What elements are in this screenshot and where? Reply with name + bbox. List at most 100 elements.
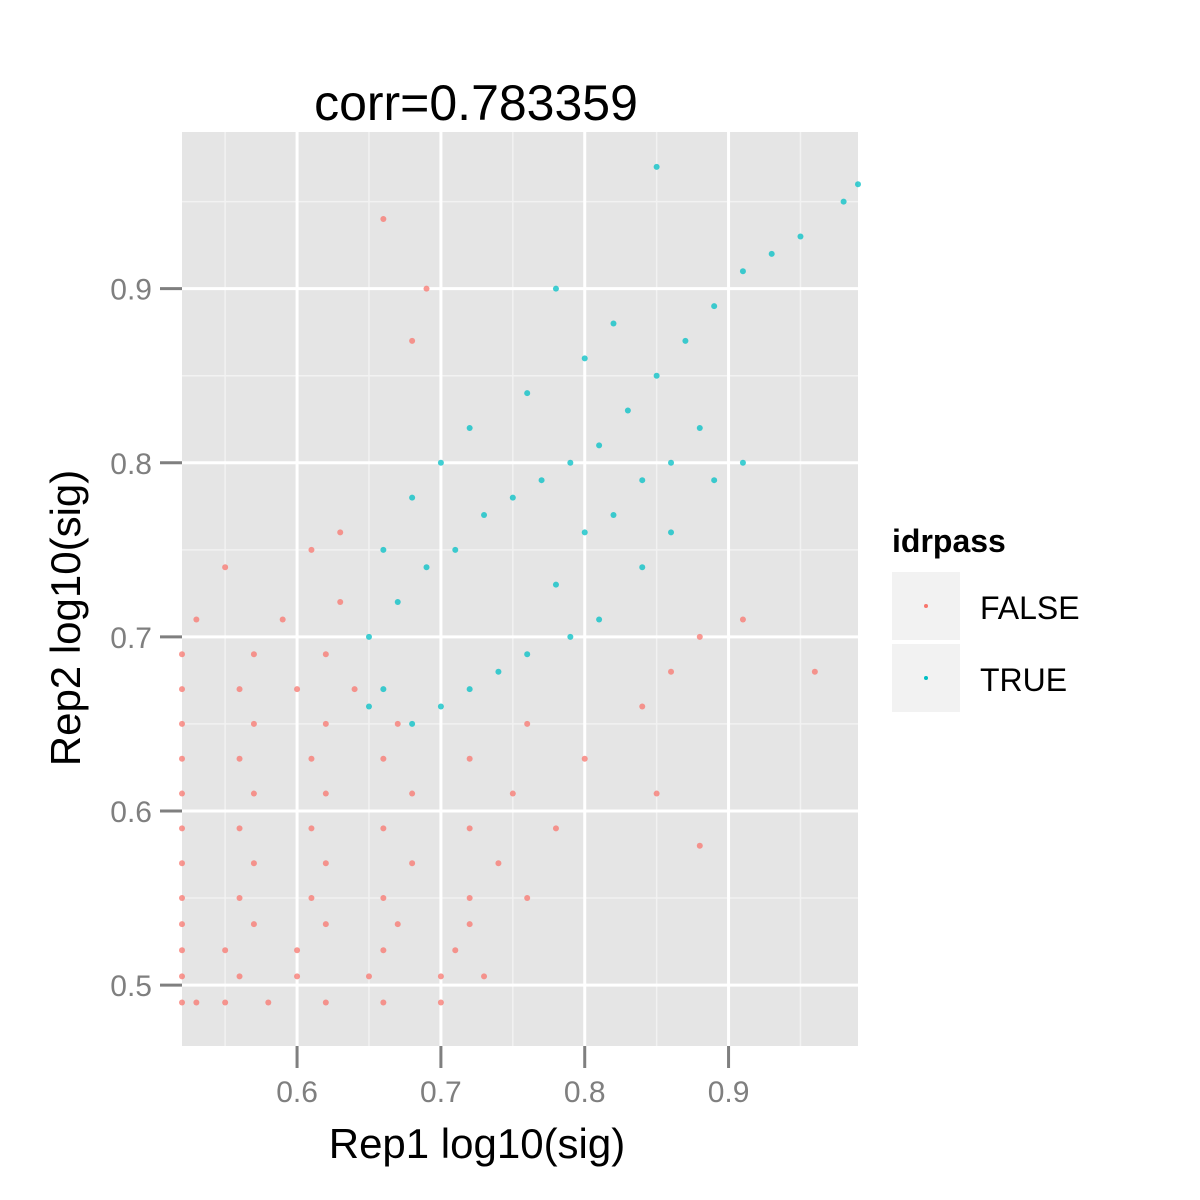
data-point — [236, 973, 243, 980]
data-point — [524, 895, 531, 902]
data-point — [481, 512, 488, 519]
x-axis: 0.6 0.7 0.8 0.9 — [276, 1046, 749, 1109]
data-point — [222, 564, 229, 571]
data-point — [653, 163, 660, 170]
x-tick-label: 0.6 — [276, 1076, 318, 1109]
data-point — [653, 790, 660, 797]
data-point — [409, 337, 416, 344]
data-point — [610, 512, 617, 519]
data-point — [394, 921, 401, 928]
data-point — [437, 459, 444, 466]
legend-title: idrpass — [892, 523, 1006, 559]
data-point — [294, 686, 301, 693]
data-point — [179, 651, 185, 658]
data-point — [380, 216, 387, 223]
data-point — [308, 546, 315, 553]
data-point — [380, 999, 387, 1006]
data-point — [552, 825, 559, 832]
data-point — [855, 181, 861, 188]
minor-gridlines — [182, 132, 858, 1046]
data-point — [308, 755, 315, 762]
data-point — [222, 947, 229, 954]
data-point — [337, 529, 344, 536]
data-point — [322, 921, 329, 928]
data-point — [581, 355, 588, 362]
data-point — [538, 477, 545, 484]
data-point — [466, 424, 473, 431]
data-point — [351, 686, 358, 693]
data-point — [840, 198, 847, 205]
data-point — [437, 973, 444, 980]
data-point — [466, 755, 473, 762]
data-point — [179, 686, 185, 693]
data-point — [365, 633, 372, 640]
data-point — [179, 947, 185, 954]
data-point — [179, 921, 185, 928]
data-point — [581, 529, 588, 536]
data-point — [423, 285, 430, 292]
data-point — [294, 973, 301, 980]
y-tick-label: 0.8 — [110, 448, 152, 481]
data-point — [236, 686, 243, 693]
data-point — [423, 564, 430, 571]
data-point — [466, 895, 473, 902]
data-point — [768, 250, 775, 257]
y-tick-label: 0.9 — [110, 274, 152, 307]
legend-label-true: TRUE — [980, 662, 1067, 698]
data-point — [409, 494, 416, 501]
data-point — [596, 616, 603, 623]
data-point — [179, 825, 185, 832]
data-point — [437, 703, 444, 710]
legend-swatch-false — [924, 604, 928, 608]
data-point — [394, 599, 401, 606]
data-point — [179, 860, 185, 867]
data-point — [322, 720, 329, 727]
data-point — [567, 459, 574, 466]
data-point — [495, 860, 502, 867]
y-tick-label: 0.6 — [110, 796, 152, 829]
data-point — [250, 790, 257, 797]
data-point — [739, 616, 746, 623]
x-axis-title: Rep1 log10(sig) — [329, 1120, 626, 1167]
data-point — [696, 633, 703, 640]
data-point — [380, 755, 387, 762]
data-point — [596, 442, 603, 449]
x-tick-label: 0.8 — [564, 1076, 606, 1109]
data-point — [236, 755, 243, 762]
data-point — [409, 790, 416, 797]
legend-entry-true: TRUE — [892, 644, 1067, 712]
data-point — [322, 790, 329, 797]
data-point — [265, 999, 272, 1006]
data-point — [509, 494, 516, 501]
data-points — [179, 163, 861, 1006]
series-false — [179, 216, 818, 1006]
data-point — [682, 337, 689, 344]
y-tick-label: 0.5 — [110, 970, 152, 1003]
data-point — [739, 459, 746, 466]
data-point — [279, 616, 286, 623]
data-point — [250, 921, 257, 928]
data-point — [250, 720, 257, 727]
data-point — [179, 895, 185, 902]
data-point — [409, 860, 416, 867]
chart-title: corr=0.783359 — [314, 75, 638, 131]
data-point — [524, 651, 531, 658]
data-point — [639, 477, 646, 484]
data-point — [236, 825, 243, 832]
data-point — [668, 668, 675, 675]
data-point — [322, 651, 329, 658]
data-point — [179, 755, 185, 762]
data-point — [380, 895, 387, 902]
data-point — [222, 999, 229, 1006]
data-point — [250, 651, 257, 658]
data-point — [466, 686, 473, 693]
data-point — [466, 921, 473, 928]
plot-panel — [182, 132, 858, 1046]
major-gridlines — [182, 132, 858, 1046]
data-point — [179, 973, 185, 980]
data-point — [711, 477, 718, 484]
data-point — [193, 616, 200, 623]
data-point — [380, 546, 387, 553]
y-tick-label: 0.7 — [110, 622, 152, 655]
